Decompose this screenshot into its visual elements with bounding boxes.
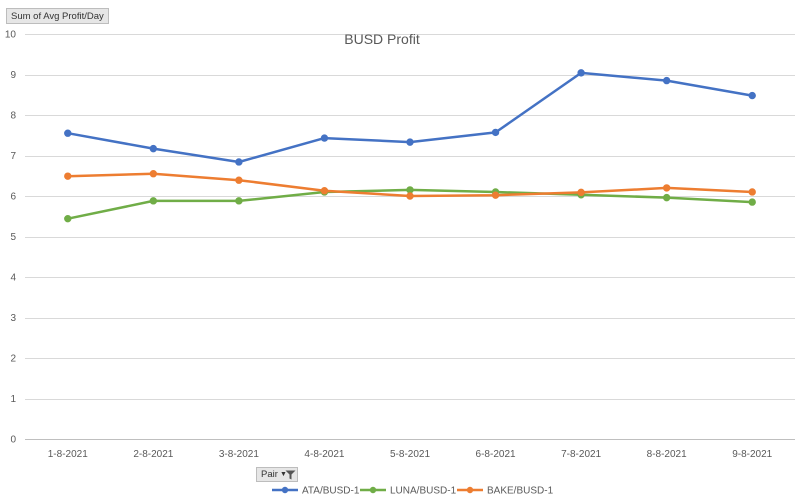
data-point <box>662 76 671 85</box>
y-tick-label: 6 <box>10 192 16 203</box>
x-tick-label: 3-8-2021 <box>219 449 259 460</box>
data-point <box>64 172 72 180</box>
x-tick-label: 8-8-2021 <box>647 449 687 460</box>
legend-marker <box>369 486 377 494</box>
data-point <box>406 138 414 146</box>
y-tick-label: 1 <box>10 394 16 405</box>
y-tick-label: 5 <box>10 232 16 243</box>
y-tick-label: 0 <box>10 435 16 446</box>
data-point <box>577 69 585 77</box>
data-point <box>748 198 756 206</box>
data-point <box>662 184 671 192</box>
legend-label: LUNA/BUSD-1 <box>390 486 457 497</box>
data-point <box>662 193 671 202</box>
data-point <box>491 191 500 199</box>
dropdown-arrow-icon: ▼ <box>280 471 287 478</box>
data-point <box>491 128 500 137</box>
y-tick-label: 10 <box>5 30 17 41</box>
legend-marker <box>466 486 474 494</box>
data-point <box>406 192 414 200</box>
data-point <box>149 170 158 178</box>
data-point <box>235 176 243 184</box>
y-tick-label: 8 <box>10 111 16 122</box>
data-point <box>149 197 158 205</box>
data-point <box>577 188 585 197</box>
x-tick-label: 2-8-2021 <box>133 449 173 460</box>
pair-filter-button[interactable]: Pair ▼ <box>256 467 298 482</box>
data-point <box>64 129 72 137</box>
series-line <box>67 71 753 164</box>
x-tick-label: 4-8-2021 <box>304 449 344 460</box>
legend-label: BAKE/BUSD-1 <box>487 486 554 497</box>
data-point <box>320 187 329 195</box>
x-tick-label: 1-8-2021 <box>48 449 88 460</box>
x-tick-label: 5-8-2021 <box>390 449 430 460</box>
data-point <box>748 188 756 196</box>
data-point <box>149 144 158 153</box>
legend-label: ATA/BUSD-1 <box>302 486 360 497</box>
data-point <box>235 197 243 205</box>
x-tick-label: 7-8-2021 <box>561 449 601 460</box>
data-point <box>406 186 414 194</box>
data-point <box>748 91 756 100</box>
data-point <box>235 158 243 166</box>
y-tick-label: 2 <box>10 354 16 365</box>
data-point <box>64 214 72 223</box>
y-tick-label: 4 <box>10 273 16 284</box>
y-tick-label: 9 <box>10 70 16 81</box>
legend-marker <box>281 486 289 494</box>
x-tick-label: 6-8-2021 <box>476 449 516 460</box>
value-field-button[interactable]: Sum of Avg Profit/Day <box>6 8 109 24</box>
y-tick-label: 3 <box>10 313 16 324</box>
y-tick-label: 7 <box>10 151 16 162</box>
pair-filter-label: Pair <box>261 469 278 480</box>
data-point <box>320 134 329 142</box>
x-tick-label: 9-8-2021 <box>732 449 772 460</box>
chart-title: BUSD Profit <box>344 31 420 47</box>
filter-funnel-icon <box>285 470 296 484</box>
